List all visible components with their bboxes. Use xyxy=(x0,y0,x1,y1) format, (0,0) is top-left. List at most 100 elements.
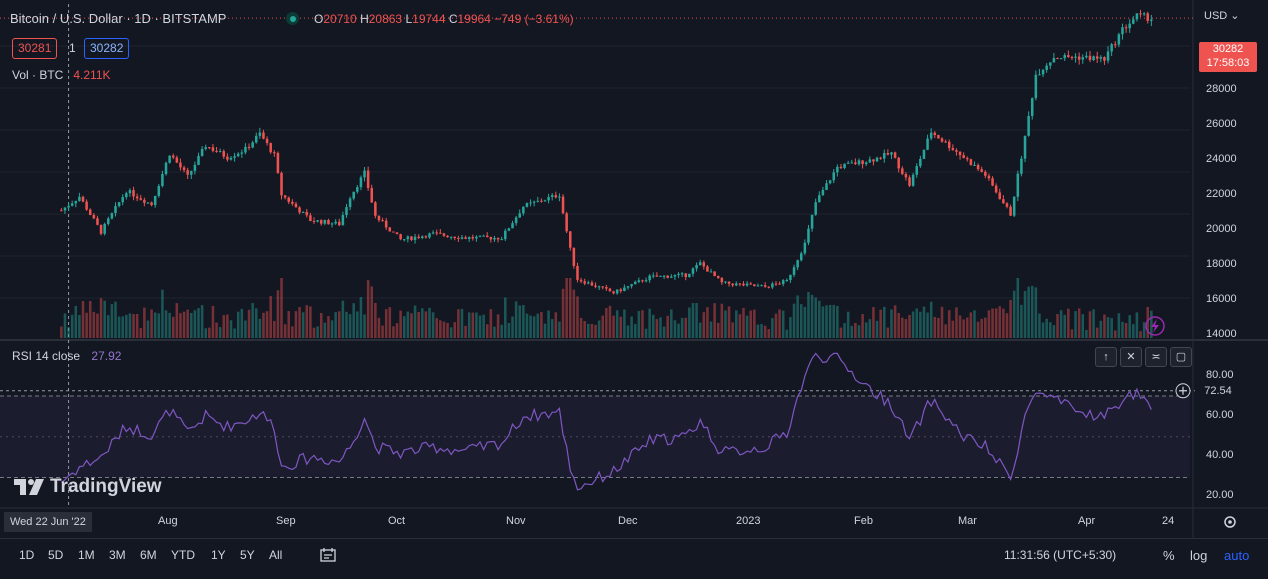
candle-body xyxy=(547,197,550,201)
volume-bar xyxy=(402,316,406,338)
candle-body xyxy=(482,235,485,237)
candle-body xyxy=(901,168,904,175)
timeframe-button-1y[interactable]: 1Y xyxy=(211,548,226,562)
timeframe-button-1d[interactable]: 1D xyxy=(19,548,35,562)
volume-bar xyxy=(92,311,96,338)
candle-body xyxy=(208,147,211,149)
volume-bar xyxy=(345,311,348,338)
candle-body xyxy=(796,260,799,268)
candle-body xyxy=(370,187,374,203)
volume-bar xyxy=(338,311,341,338)
volume-bar xyxy=(1113,330,1117,338)
candle-body xyxy=(536,200,540,202)
candle-body xyxy=(576,265,579,280)
timeframe-button-6m[interactable]: 6M xyxy=(140,548,157,562)
candle-body xyxy=(143,199,146,203)
rsi-legend[interactable]: RSI 14 close 27.92 xyxy=(12,349,121,363)
candle-body xyxy=(792,267,796,275)
volume-bar xyxy=(821,306,825,338)
candle-body xyxy=(493,237,496,240)
close-pane-icon[interactable]: ✕ xyxy=(1120,347,1142,367)
timeframe-button-ytd[interactable]: YTD xyxy=(171,548,195,562)
volume-bar xyxy=(96,313,99,338)
candle-body xyxy=(644,280,648,282)
volume-bar xyxy=(395,323,399,338)
auto-scale-button[interactable]: auto xyxy=(1224,548,1250,563)
candle-body xyxy=(258,132,262,136)
timeframe-button-all[interactable]: All xyxy=(269,548,283,562)
volume-bar xyxy=(832,304,835,338)
timeframe-button-5d[interactable]: 5D xyxy=(48,548,64,562)
move-pane-up-icon[interactable]: ↑ xyxy=(1095,347,1117,367)
gear-icon[interactable] xyxy=(1224,516,1236,528)
volume-bar xyxy=(305,305,309,338)
candle-body xyxy=(727,281,731,284)
timeframe-button-3m[interactable]: 3M xyxy=(109,548,126,562)
candle-body xyxy=(587,282,590,284)
volume-bar xyxy=(150,309,153,338)
candle-body xyxy=(323,220,327,224)
log-scale-button[interactable]: log xyxy=(1190,548,1208,563)
volume-bar xyxy=(1005,313,1009,338)
volume-bar xyxy=(799,304,803,338)
volume-bar xyxy=(226,314,229,338)
volume-bar xyxy=(901,317,904,338)
volume-bar xyxy=(489,309,493,338)
volume-bar xyxy=(190,312,193,338)
volume-bar xyxy=(449,327,453,338)
timeframe-button-5y[interactable]: 5Y xyxy=(240,548,255,562)
currency-selector[interactable]: USD ⌄ xyxy=(1204,9,1240,22)
timeframe-button-1m[interactable]: 1M xyxy=(78,548,95,562)
candle-body xyxy=(554,195,558,198)
candle-body xyxy=(691,268,695,274)
collapse-pane-icon[interactable]: ≍ xyxy=(1145,347,1167,367)
candle-body xyxy=(749,283,752,285)
symbol-title[interactable]: Bitcoin / U.S. Dollar · 1D · BITSTAMP xyxy=(10,11,227,26)
candle-body xyxy=(857,160,861,165)
candle-body xyxy=(125,193,128,198)
volume-bar xyxy=(446,322,449,338)
volume-bar xyxy=(735,310,738,338)
sell-button[interactable]: 30281 xyxy=(12,38,58,59)
candle-body xyxy=(709,271,713,273)
volume-bar xyxy=(1074,311,1077,338)
volume-bar xyxy=(164,310,168,338)
gear-center xyxy=(1228,520,1232,524)
volume-bar xyxy=(247,309,251,338)
volume-bar xyxy=(958,315,962,338)
lightning-icon[interactable] xyxy=(1145,316,1165,336)
volume-legend: Vol · BTC 4.211K xyxy=(12,68,111,82)
market-status-icon[interactable] xyxy=(286,12,299,25)
candle-body xyxy=(1052,58,1056,63)
volume-bar xyxy=(803,306,807,338)
candle-body xyxy=(529,202,532,204)
volume-bar xyxy=(623,309,626,338)
volume-bar xyxy=(792,303,796,338)
candle-body xyxy=(1113,44,1117,46)
candle-body xyxy=(186,170,189,175)
date-range-icon[interactable] xyxy=(320,547,338,563)
timezone-clock[interactable]: 11:31:56 (UTC+5:30) xyxy=(1004,548,1117,562)
volume-bar xyxy=(893,305,897,338)
volume-bar xyxy=(78,314,81,338)
buy-button[interactable]: 30282 xyxy=(84,38,130,59)
candle-body xyxy=(204,147,207,150)
candle-body xyxy=(633,281,637,285)
maximize-pane-icon[interactable]: ▢ xyxy=(1170,347,1192,367)
candle-body xyxy=(1074,56,1077,58)
candle-body xyxy=(132,190,135,197)
tradingview-logo[interactable]: TradingView xyxy=(14,476,162,498)
candle-body xyxy=(695,265,698,269)
candle-body xyxy=(117,202,121,207)
volume-bar xyxy=(568,278,572,338)
volume-bar xyxy=(1092,309,1095,338)
candle-body xyxy=(940,138,944,142)
candle-body xyxy=(171,155,175,158)
close-key: C xyxy=(448,12,458,26)
candle-body xyxy=(666,275,669,278)
candle-body xyxy=(601,286,605,288)
candle-body xyxy=(648,275,651,281)
candle-body xyxy=(439,232,442,234)
percent-scale-button[interactable]: % xyxy=(1163,548,1175,563)
